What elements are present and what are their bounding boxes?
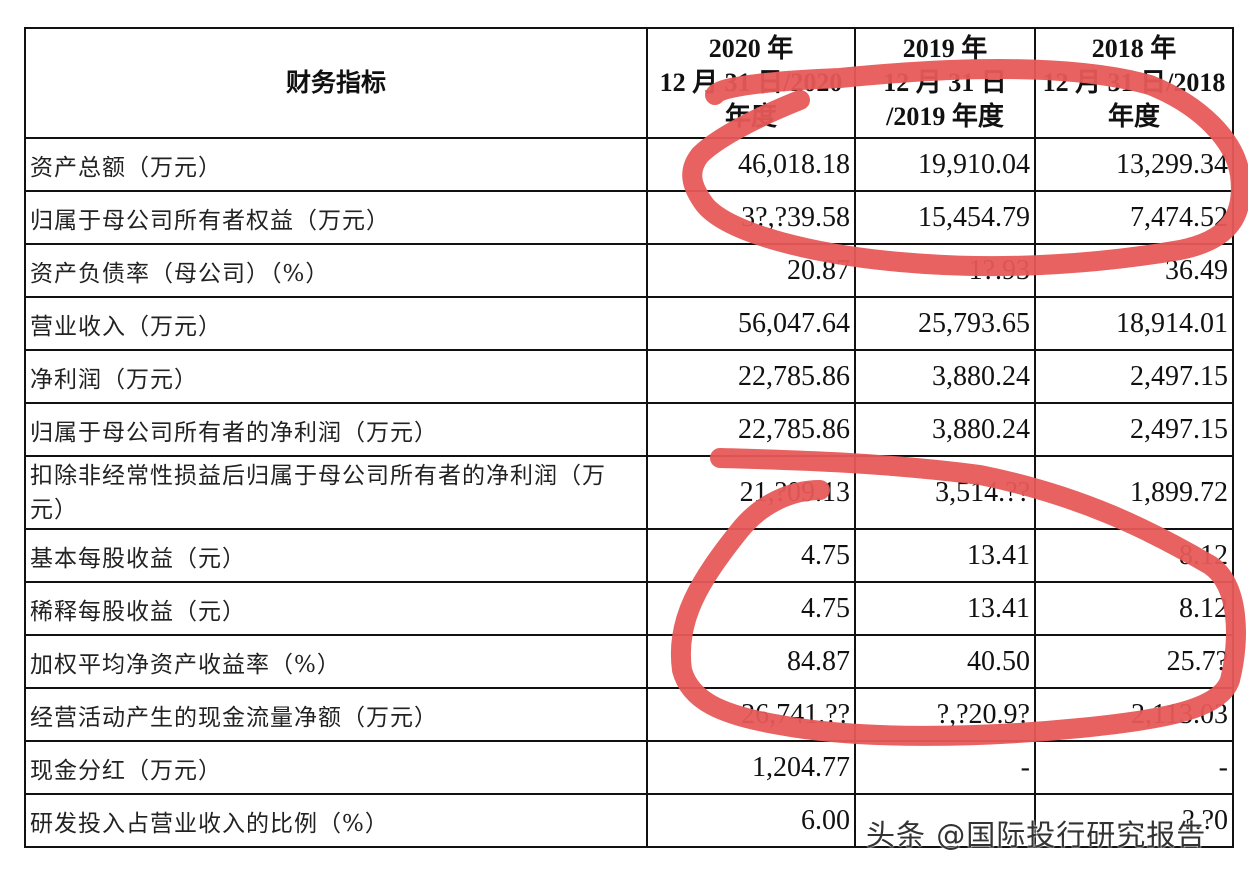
header-2019: 2019 年 12 月 31 日 /2019 年度 [854,27,1036,139]
value-2018: 7,474.52 [1034,190,1234,245]
value-2018: 8.12 [1034,528,1234,583]
value-2019 [854,793,1036,848]
row-label: 经营活动产生的现金流量净额（万元） [24,687,648,742]
value-2018: - [1034,740,1234,795]
value-2019: 25,793.65 [854,296,1036,351]
table-row: 稀释每股收益（元） 4.75 13.41 8.12 [24,581,1234,636]
table-row: 基本每股收益（元） 4.75 13.41 8.12 [24,528,1234,583]
table-row: 扣除非经常性损益后归属于母公司所有者的净利润（万元） 21,?09.13 3,514… [24,455,1234,530]
value-2019: 1?.93 [854,243,1036,298]
row-label: 归属于母公司所有者的净利润（万元） [24,402,648,457]
table-row: 研发投入占营业收入的比例（%） 6.00 ?.?0 [24,793,1234,848]
value-2019: 40.50 [854,634,1036,689]
value-2019: 3,880.24 [854,349,1036,404]
value-2019: 13.41 [854,528,1036,583]
value-2020: 4.75 [646,581,856,636]
table-row: 经营活动产生的现金流量净额（万元） 26,741.?? ?,?20.9? 2,113.… [24,687,1234,742]
value-2018: 25.7? [1034,634,1234,689]
row-label: 现金分红（万元） [24,740,648,795]
value-2018: 8.12 [1034,581,1234,636]
value-2020: 84.87 [646,634,856,689]
financial-indicators-table: 财务指标 2020 年 12 月 31 日/2020 年度 2019 年 12 … [24,27,1234,848]
row-label: 稀释每股收益（元） [24,581,648,636]
value-2018: ?.?0 [1034,793,1234,848]
row-label: 扣除非经常性损益后归属于母公司所有者的净利润（万元） [24,455,648,530]
value-2020: 20.87 [646,243,856,298]
header-2020: 2020 年 12 月 31 日/2020 年度 [646,27,856,139]
value-2019: 3,514.?? [854,455,1036,530]
row-label: 资产负债率（母公司）（%） [24,243,648,298]
table-row: 营业收入（万元） 56,047.64 25,793.65 18,914.01 [24,296,1234,351]
table-row: 加权平均净资产收益率（%） 84.87 40.50 25.7? [24,634,1234,689]
value-2019: 19,910.04 [854,137,1036,192]
table-row: 现金分红（万元） 1,204.77- - [24,740,1234,795]
table-row: 资产负债率（母公司）（%） 20.87 1?.93 36.49 [24,243,1234,298]
value-2018: 2,113.03 [1034,687,1234,742]
table-row: 资产总额（万元） 46,018.18 19,910.04 13,299.34 [24,137,1234,192]
value-2018: 2,497.15 [1034,349,1234,404]
value-2020: 4.75 [646,528,856,583]
value-2019: - [854,740,1036,795]
row-label: 净利润（万元） [24,349,648,404]
row-label: 营业收入（万元） [24,296,648,351]
value-2020: 6.00 [646,793,856,848]
value-2020: 56,047.64 [646,296,856,351]
value-2019: 15,454.79 [854,190,1036,245]
row-label: 加权平均净资产收益率（%） [24,634,648,689]
value-2018: 2,497.15 [1034,402,1234,457]
value-2020: 26,741.?? [646,687,856,742]
header-2018: 2018 年 12 月 31 日/2018 年度 [1034,27,1234,139]
table-row: 归属于母公司所有者的净利润（万元） 22,785.86 3,880.24 2,497.… [24,402,1234,457]
value-2020: 22,785.86 [646,402,856,457]
value-2020: 1,204.77 [646,740,856,795]
value-2018: 13,299.34 [1034,137,1234,192]
value-2020: 21,?09.13 [646,455,856,530]
value-2019: 3,880.24 [854,402,1036,457]
table-row: 净利润（万元） 22,785.86 3,880.24 2,497.15 [24,349,1234,404]
watermark: 头条 @国际投行研究报告 [866,818,1207,852]
value-2018: 36.49 [1034,243,1234,298]
value-2018: 1,899.72 [1034,455,1234,530]
value-2019: 13.41 [854,581,1036,636]
value-2018: 18,914.01 [1034,296,1234,351]
row-label: 归属于母公司所有者权益（万元） [24,190,648,245]
value-2020: 22,785.86 [646,349,856,404]
value-2020: 3?,?39.58 [646,190,856,245]
header-indicator: 财务指标 [24,27,648,139]
row-label: 研发投入占营业收入的比例（%） [24,793,648,848]
value-2019: ?,?20.9? [854,687,1036,742]
header-row: 财务指标 2020 年 12 月 31 日/2020 年度 2019 年 12 … [24,27,1234,139]
row-label: 基本每股收益（元） [24,528,648,583]
table-row: 归属于母公司所有者权益（万元） 3?,?39.58 15,454.79 7,474.5… [24,190,1234,245]
row-label: 资产总额（万元） [24,137,648,192]
value-2020: 46,018.18 [646,137,856,192]
